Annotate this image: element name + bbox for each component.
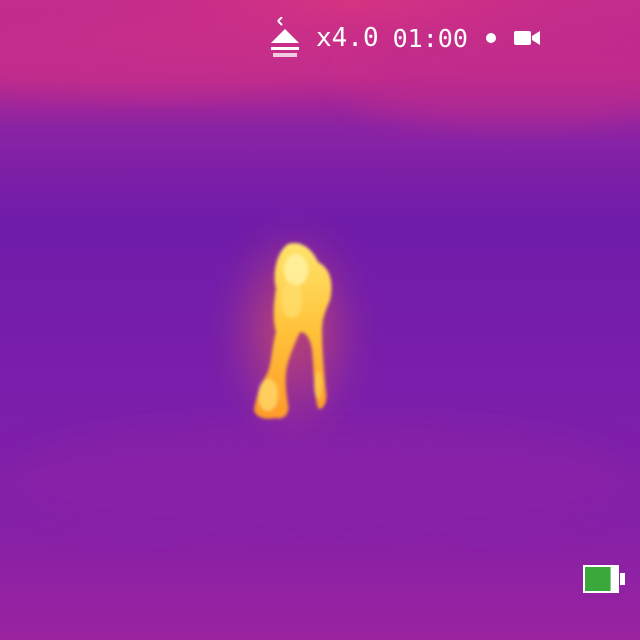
thermal-mode-icon <box>271 17 299 57</box>
hud-bar: x4.0 01:00 <box>268 14 540 62</box>
heat-signature <box>223 220 363 440</box>
battery-icon <box>583 565 625 593</box>
battery-level-fill <box>585 567 611 591</box>
recording-timer: 01:00 <box>392 23 468 53</box>
video-camera-icon <box>513 31 540 45</box>
zoom-level: x4.0 <box>316 23 379 53</box>
record-dot-icon <box>485 33 496 43</box>
